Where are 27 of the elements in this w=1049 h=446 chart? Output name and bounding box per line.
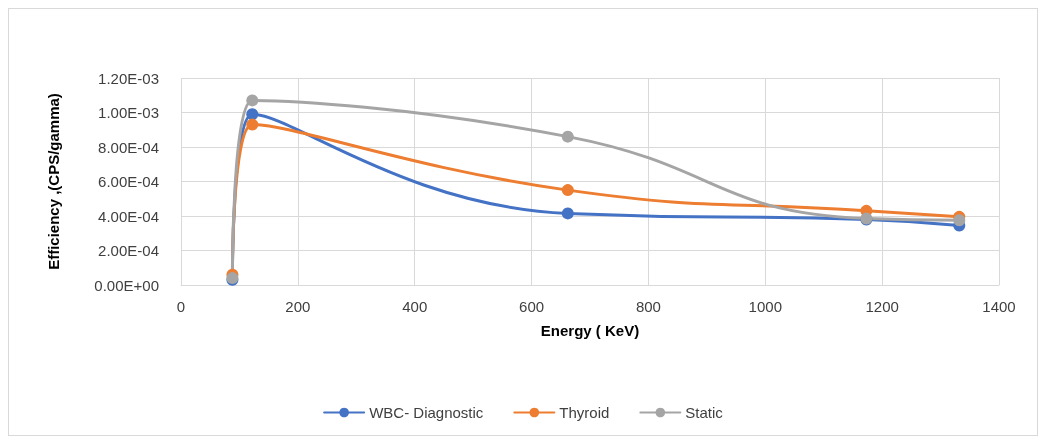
y-tick-label: 1.20E-03	[98, 69, 159, 87]
y-axis-title: Efficiency ,(CPS/gamma)	[45, 93, 62, 270]
point	[561, 184, 574, 197]
x-tick-label: 600	[519, 298, 545, 315]
x-tick-label: 800	[635, 298, 661, 315]
y-tick-label: 8.00E-04	[98, 138, 159, 156]
x-tick-label: 1000	[748, 298, 782, 315]
x-tick-label: 1400	[982, 298, 1016, 315]
x-tick-label: 200	[285, 298, 311, 315]
y-tick-label: 6.00E-04	[98, 173, 159, 190]
y-tick-label: 0.00E+00	[94, 276, 159, 294]
point	[561, 207, 574, 220]
point	[953, 214, 966, 227]
point	[246, 108, 259, 121]
y-tick-label: 1.00E-03	[98, 104, 159, 121]
y-tick-label: 4.00E-04	[98, 207, 159, 225]
point	[246, 94, 259, 107]
y-tick-label: 2.00E-04	[98, 242, 159, 259]
x-axis-title: Energy ( KeV)	[540, 322, 640, 339]
legend-label: Static	[685, 404, 724, 421]
point	[246, 118, 259, 131]
x-tick-label: 0	[176, 298, 186, 315]
point	[561, 130, 574, 143]
x-tick-label: 1200	[865, 298, 899, 315]
legend-label: Thyroid	[559, 404, 610, 421]
legend-label: WBC- Diagnostic	[369, 404, 484, 421]
x-tick-label: 400	[402, 298, 428, 315]
